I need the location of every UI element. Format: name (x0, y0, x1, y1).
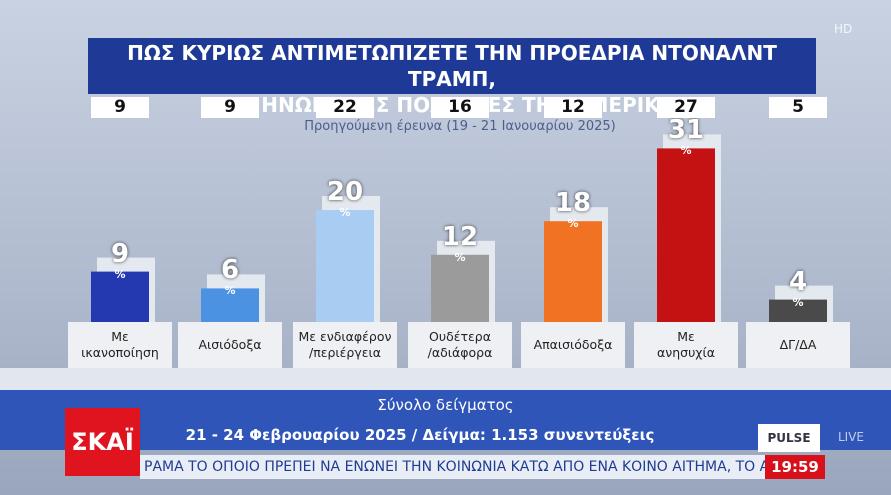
pollster-logo: PULSE (758, 424, 820, 452)
bar (316, 210, 374, 322)
previous-value: 9 (201, 97, 259, 118)
survey-details: 21 - 24 Φεβρουαρίου 2025 / Δείγμα: 1.153… (185, 426, 655, 444)
sample-label: Σύνολο δείγματος (377, 396, 514, 414)
previous-value: 5 (769, 97, 827, 118)
value-label: 12 (441, 221, 479, 252)
category-label: Αισιόδοξα (178, 322, 282, 368)
hd-badge: HD (834, 22, 853, 36)
value-unit: % (680, 144, 692, 158)
chart-title: ΠΩΣ ΚΥΡΙΩΣ ΑΝΤΙΜΕΤΩΠΙΖΕΤΕ ΤΗΝ ΠΡΟΕΔΡΙΑ Ν… (88, 38, 816, 117)
previous-value: 22 (316, 97, 374, 118)
value-unit: % (567, 217, 579, 231)
category-label: Ουδέτερα /αδιάφορα (408, 322, 512, 368)
previous-value: 27 (657, 97, 715, 118)
previous-value: 12 (544, 97, 602, 118)
value-unit: % (114, 267, 126, 281)
bar (657, 148, 715, 322)
bar (431, 254, 489, 322)
subtitle: Προηγούμενη έρευνα (19 - 21 Ιανουαρίου 2… (304, 119, 616, 134)
channel-logo: ΣΚΑΪ (65, 408, 140, 476)
previous-value: 9 (91, 97, 149, 118)
value-label: 31 (667, 115, 705, 146)
value-unit: % (339, 206, 351, 219)
value-label: 4 (788, 266, 808, 297)
value-unit: % (454, 250, 466, 264)
previous-value: 16 (431, 97, 489, 118)
value-unit: % (792, 295, 804, 309)
bar (769, 299, 827, 322)
bar (91, 271, 149, 322)
category-label: Με ικανοποίηση (68, 322, 172, 368)
footer-band (0, 390, 891, 450)
platform (0, 368, 891, 390)
category-label: Με ενδιαφέρον /περιέργεια (293, 322, 397, 368)
value-label: 20 (326, 177, 364, 207)
value-unit: % (224, 284, 236, 298)
value-label: 6 (220, 255, 240, 286)
bar (544, 221, 602, 322)
bar (201, 288, 259, 322)
live-badge: LIVE (838, 430, 865, 444)
value-label: 18 (554, 188, 592, 219)
category-label: Με ανησυχία (634, 322, 738, 368)
news-ticker: ΡΑΜΑ ΤΟ ΟΠΟΙΟ ΠΡΕΠΕΙ ΝΑ ΕΝΩΝΕΙ ΤΗΝ ΚΟΙΝΩ… (140, 455, 765, 479)
category-label: ΔΓ/ΔΑ (746, 322, 850, 368)
value-label: 9 (110, 238, 130, 269)
clock: 19:59 (765, 455, 825, 479)
category-label: Απαισιόδοξα (521, 322, 625, 368)
